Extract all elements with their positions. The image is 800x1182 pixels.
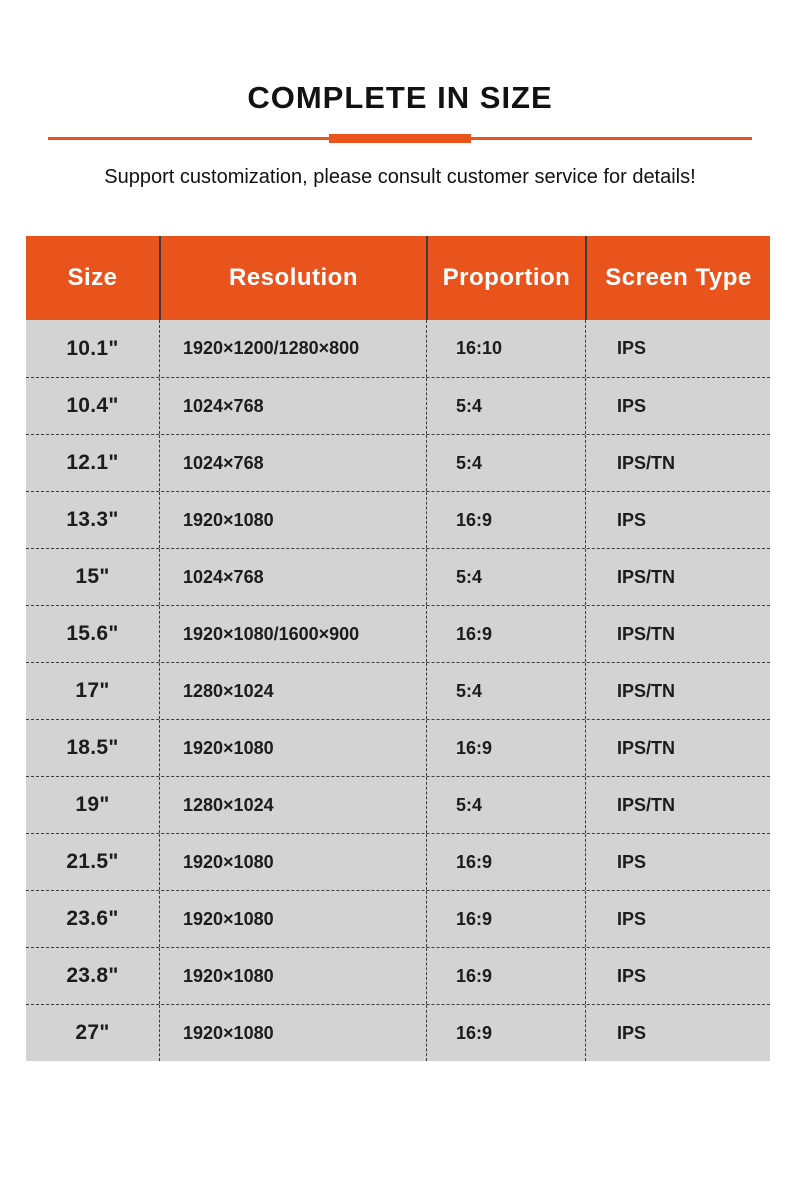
title-divider (48, 134, 752, 143)
cell-proportion: 16:9 (426, 948, 585, 1004)
cell-screen-type: IPS/TN (585, 777, 770, 833)
cell-size: 10.1" (66, 336, 119, 360)
cell-resolution: 1920×1080 (159, 834, 426, 890)
cell-screen-type: IPS/TN (585, 549, 770, 605)
cell-resolution: 1920×1080 (159, 948, 426, 1004)
cell-proportion: 5:4 (426, 549, 585, 605)
cell-screen-type: IPS (585, 891, 770, 947)
cell-resolution: 1024×768 (159, 435, 426, 491)
table-row: 27" 1920×1080 16:9 IPS (26, 1004, 770, 1061)
table-row: 13.3" 1920×1080 16:9 IPS (26, 491, 770, 548)
divider-thick-segment (329, 134, 471, 143)
table-row: 10.1" 1920×1200/1280×800 16:10 IPS (26, 320, 770, 377)
cell-size: 21.5" (66, 850, 119, 873)
cell-size: 17" (75, 679, 110, 702)
cell-proportion: 16:9 (426, 606, 585, 662)
cell-size: 13.3" (66, 508, 119, 531)
cell-proportion: 16:10 (426, 320, 585, 377)
cell-size: 27" (75, 1021, 110, 1044)
cell-screen-type: IPS/TN (585, 663, 770, 719)
cell-screen-type: IPS (585, 948, 770, 1004)
cell-proportion: 16:9 (426, 720, 585, 776)
page-title: COMPLETE IN SIZE (247, 80, 553, 115)
column-header-resolution: Resolution (159, 236, 426, 320)
cell-resolution: 1920×1080 (159, 492, 426, 548)
table-body: 10.1" 1920×1200/1280×800 16:10 IPS 10.4" 1024… (26, 320, 770, 1061)
cell-screen-type: IPS (585, 320, 770, 377)
cell-proportion: 16:9 (426, 891, 585, 947)
cell-screen-type: IPS (585, 492, 770, 548)
table-row: 15.6" 1920×1080/1600×900 16:9 IPS/TN (26, 605, 770, 662)
cell-proportion: 5:4 (426, 378, 585, 434)
table-row: 18.5" 1920×1080 16:9 IPS/TN (26, 719, 770, 776)
cell-screen-type: IPS/TN (585, 720, 770, 776)
cell-resolution: 1280×1024 (159, 663, 426, 719)
table-row: 21.5" 1920×1080 16:9 IPS (26, 833, 770, 890)
cell-proportion: 5:4 (426, 663, 585, 719)
cell-proportion: 16:9 (426, 492, 585, 548)
column-header-screen-type: Screen Type (585, 236, 770, 320)
cell-resolution: 1280×1024 (159, 777, 426, 833)
spec-table: Size Resolution Proportion Screen Type 1… (26, 236, 770, 1061)
table-row: 19" 1280×1024 5:4 IPS/TN (26, 776, 770, 833)
page-subtitle: Support customization, please consult cu… (104, 166, 696, 188)
cell-resolution: 1024×768 (159, 378, 426, 434)
cell-size: 23.6" (66, 907, 119, 930)
page: COMPLETE IN SIZE Support customization, … (0, 82, 800, 1182)
cell-proportion: 16:9 (426, 1005, 585, 1061)
cell-screen-type: IPS (585, 378, 770, 434)
column-header-size: Size (67, 264, 118, 291)
cell-proportion: 16:9 (426, 834, 585, 890)
cell-size: 10.4" (66, 394, 119, 417)
cell-screen-type: IPS (585, 834, 770, 890)
table-row: 17" 1280×1024 5:4 IPS/TN (26, 662, 770, 719)
column-header-proportion: Proportion (426, 236, 585, 320)
table-row: 23.6" 1920×1080 16:9 IPS (26, 890, 770, 947)
cell-size: 15.6" (66, 622, 119, 645)
cell-size: 23.8" (66, 964, 119, 987)
cell-size: 18.5" (66, 736, 119, 759)
cell-screen-type: IPS/TN (585, 606, 770, 662)
table-row: 15" 1024×768 5:4 IPS/TN (26, 548, 770, 605)
cell-size: 19" (75, 793, 110, 816)
table-row: 12.1" 1024×768 5:4 IPS/TN (26, 434, 770, 491)
cell-proportion: 5:4 (426, 777, 585, 833)
cell-screen-type: IPS (585, 1005, 770, 1061)
cell-screen-type: IPS/TN (585, 435, 770, 491)
cell-resolution: 1024×768 (159, 549, 426, 605)
cell-resolution: 1920×1200/1280×800 (159, 320, 426, 377)
cell-resolution: 1920×1080 (159, 1005, 426, 1061)
cell-resolution: 1920×1080 (159, 891, 426, 947)
cell-size: 15" (75, 565, 110, 588)
cell-resolution: 1920×1080 (159, 720, 426, 776)
cell-proportion: 5:4 (426, 435, 585, 491)
table-header-row: Size Resolution Proportion Screen Type (26, 236, 770, 320)
table-row: 23.8" 1920×1080 16:9 IPS (26, 947, 770, 1004)
table-row: 10.4" 1024×768 5:4 IPS (26, 377, 770, 434)
cell-size: 12.1" (66, 451, 119, 474)
cell-resolution: 1920×1080/1600×900 (159, 606, 426, 662)
